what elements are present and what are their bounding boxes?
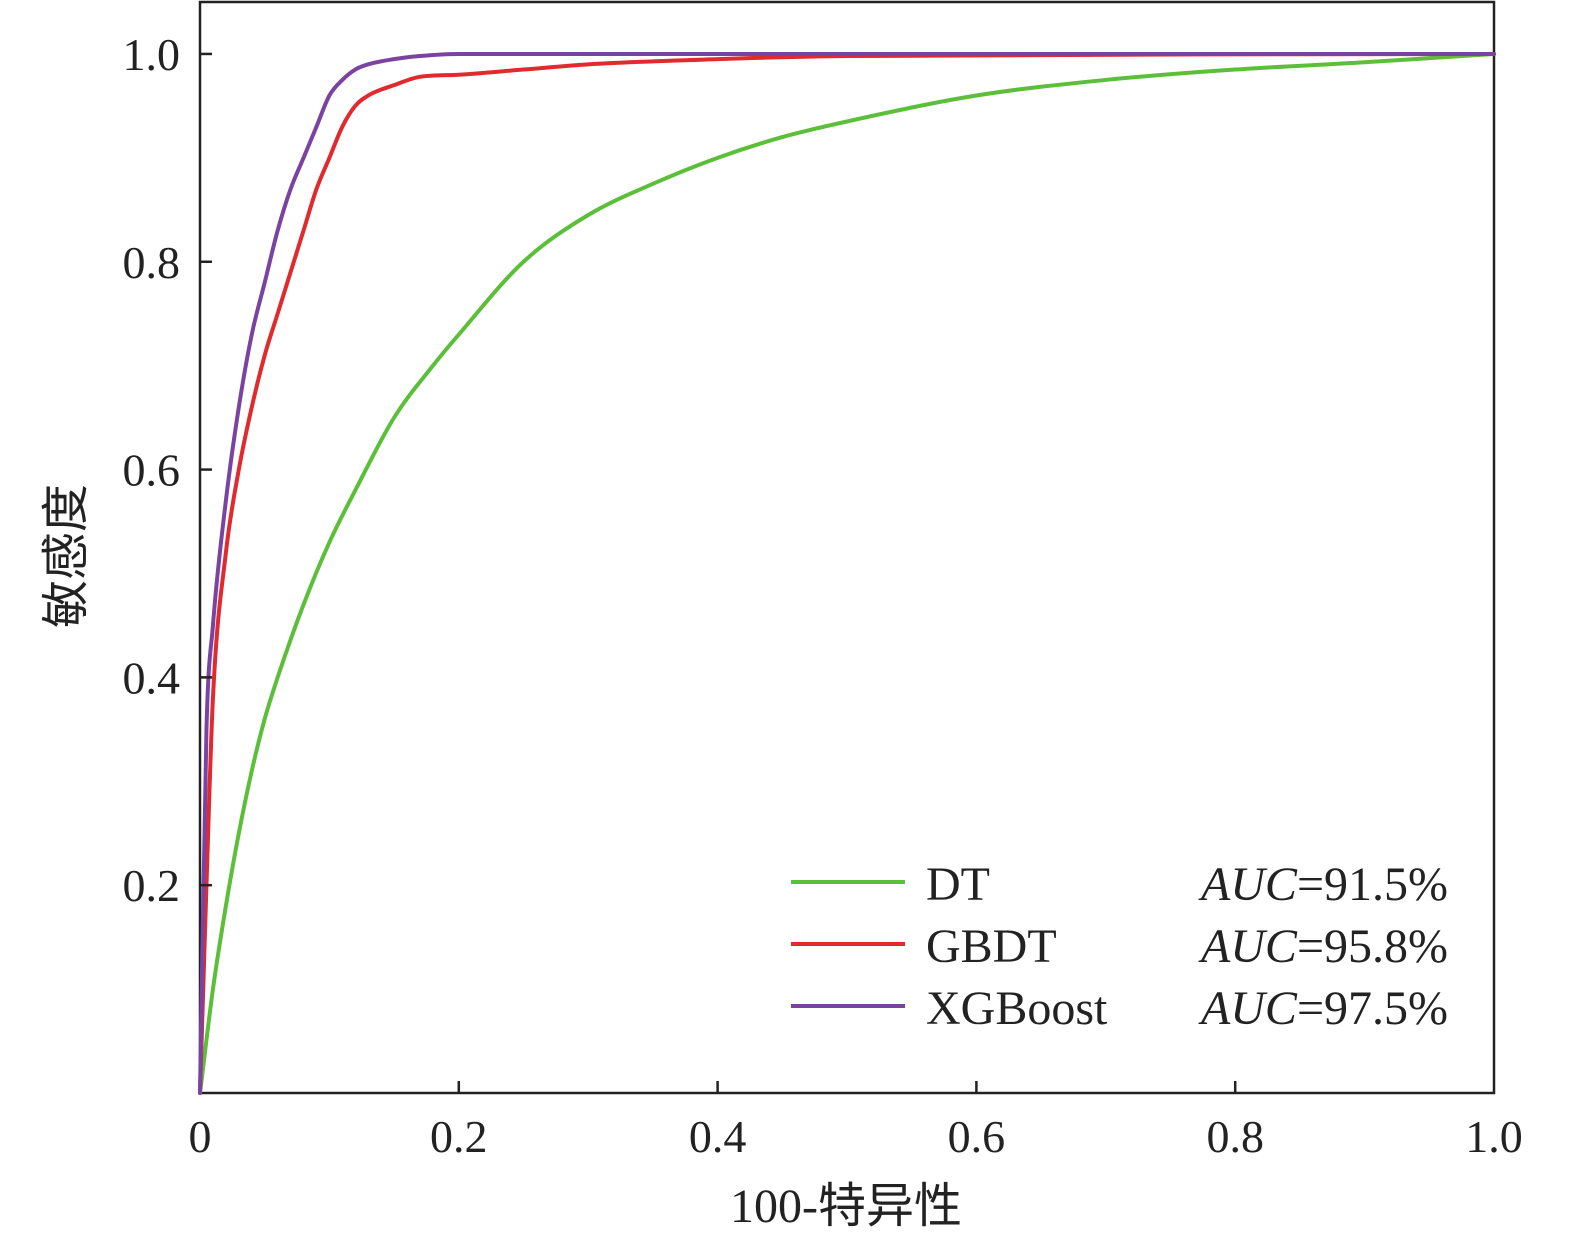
series-line-dt [198,51,1496,1095]
series-line-gbdt [198,51,1496,1095]
legend-label-gbdt: GBDT [926,920,1057,973]
x-tick-label: 0 [189,1111,212,1162]
x-tick-label: 0.2 [430,1111,488,1162]
legend-auc-label: AUC [1198,858,1298,911]
y-tick-label: 0.2 [123,860,181,911]
legend-label-xgboost: XGBoost [926,982,1108,1035]
x-tick-label: 0.8 [1206,1111,1264,1162]
legend-label-dt: DT [926,858,990,911]
legend-auc-value: =91.5% [1297,858,1448,911]
series-layer [198,51,1496,1095]
legend-auc-gbdt: AUC=95.8% [1198,920,1448,973]
y-axis-ticks: 0.2 0.4 0.6 0.8 1.0 [123,29,212,911]
legend-auc-label: AUC [1198,920,1298,973]
legend: DT AUC=91.5%GBDT AUC=95.8%XGBoost AUC=97.5% [791,858,1448,1035]
legend-auc-label: AUC [1198,982,1298,1035]
y-tick-label: 1.0 [123,29,181,80]
plot-border [198,0,1496,1095]
legend-auc-value: =97.5% [1297,982,1448,1035]
legend-auc-xgboost: AUC=97.5% [1198,982,1448,1035]
x-axis-ticks: 0 0.2 0.4 0.6 0.8 1.0 [189,1081,1523,1162]
x-tick-label: 0.6 [948,1111,1006,1162]
plot-frame [198,0,1496,1095]
legend-auc-dt: AUC=91.5% [1198,858,1448,911]
x-axis-label: 100-特异性 [730,1180,962,1233]
y-tick-label: 0.4 [123,652,181,703]
y-axis-label: 敏感度 [40,484,93,628]
x-tick-label: 0.4 [689,1111,747,1162]
x-tick-label: 1.0 [1465,1111,1523,1162]
y-tick-label: 0.6 [123,445,181,496]
y-tick-label: 0.8 [123,237,181,288]
legend-auc-value: =95.8% [1297,920,1448,973]
series-line-xgboost [198,51,1496,1095]
